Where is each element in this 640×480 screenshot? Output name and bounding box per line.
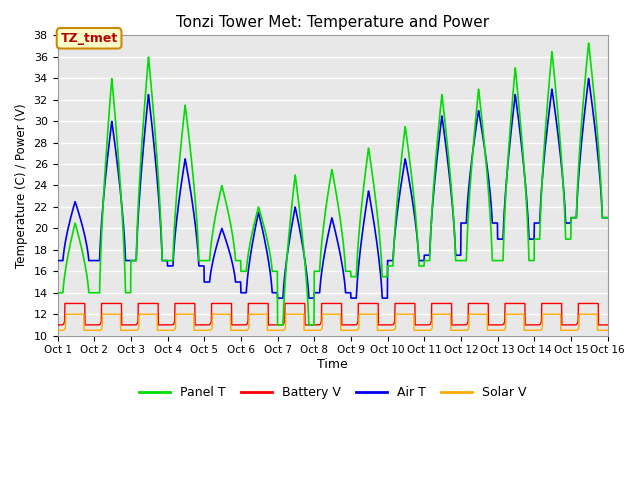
Text: TZ_tmet: TZ_tmet bbox=[60, 32, 118, 45]
Title: Tonzi Tower Met: Temperature and Power: Tonzi Tower Met: Temperature and Power bbox=[176, 15, 489, 30]
X-axis label: Time: Time bbox=[317, 358, 348, 371]
Y-axis label: Temperature (C) / Power (V): Temperature (C) / Power (V) bbox=[15, 103, 28, 268]
Legend: Panel T, Battery V, Air T, Solar V: Panel T, Battery V, Air T, Solar V bbox=[134, 382, 532, 405]
